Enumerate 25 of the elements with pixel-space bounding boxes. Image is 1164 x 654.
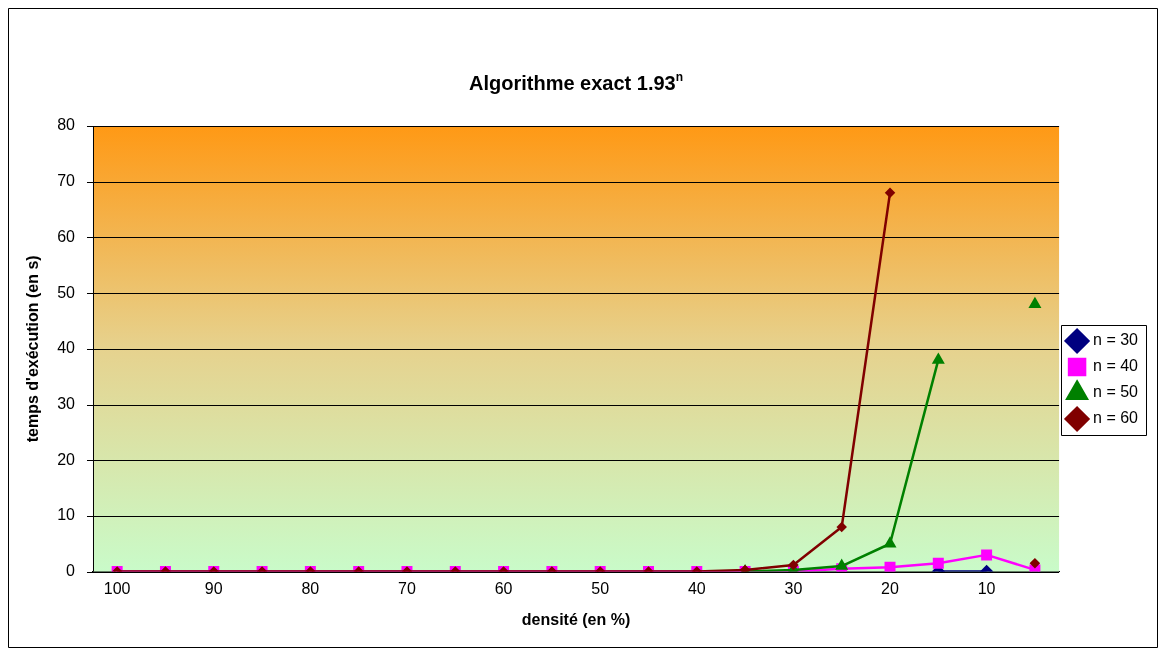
x-tick-label: 30 (784, 579, 803, 597)
y-tick-label: 60 (57, 227, 76, 245)
y-tick-label: 80 (57, 116, 76, 134)
y-tick-label: 0 (66, 562, 76, 580)
y-tick-label: 50 (57, 283, 76, 301)
x-tick-label: 70 (398, 579, 416, 597)
y-tick-label: 40 (57, 339, 76, 357)
y-axis-title: temps d'exécution (en s) (24, 255, 42, 443)
legend-label: n = 30 (1093, 331, 1139, 349)
y-tick-label: 20 (57, 450, 76, 468)
y-tick-label: 30 (57, 394, 76, 412)
y-tick-label: 10 (57, 506, 76, 524)
legend-label: n = 60 (1093, 409, 1139, 427)
x-tick-label: 80 (301, 579, 320, 597)
x-tick-label: 10 (977, 579, 996, 597)
x-tick-label: 100 (103, 579, 131, 597)
x-tick-label: 50 (591, 579, 610, 597)
x-tick-label: 20 (881, 579, 900, 597)
x-axis-title: densité (en %) (521, 610, 631, 628)
legend-label: n = 40 (1093, 357, 1139, 375)
legend-label: n = 50 (1093, 383, 1139, 401)
y-tick-label: 70 (57, 172, 76, 190)
x-tick-label: 40 (687, 579, 706, 597)
x-tick-label: 60 (494, 579, 513, 597)
x-tick-label: 90 (204, 579, 223, 597)
